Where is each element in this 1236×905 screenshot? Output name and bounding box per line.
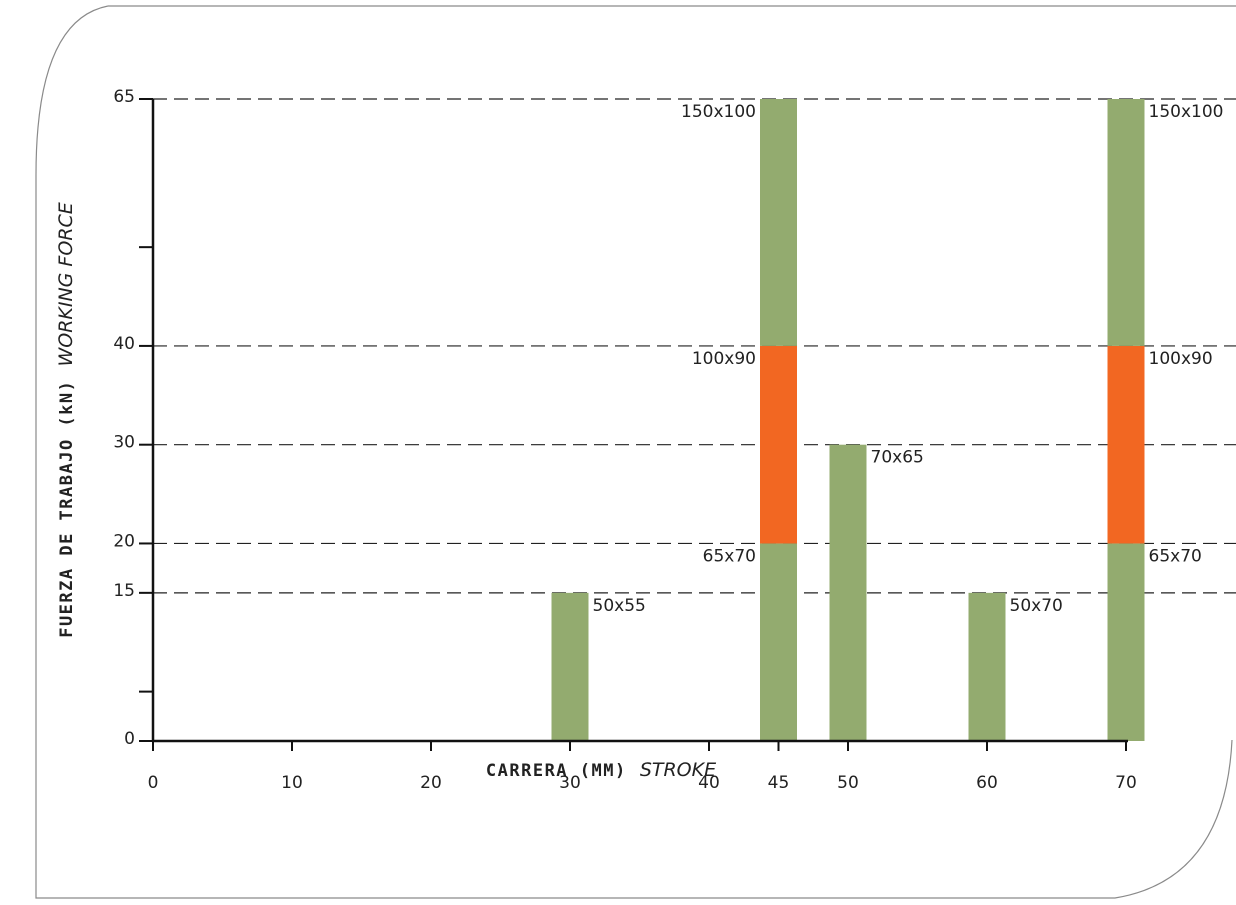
- y-axis-title-en: WORKING FORCE: [55, 202, 77, 366]
- x-axis-title: CARRERA (MM) STROKE: [486, 759, 716, 781]
- bar-label-65x70: 65x70: [1149, 546, 1202, 566]
- x-tick-label-40: 40: [698, 773, 720, 793]
- bar-label-50x70: 50x70: [1010, 596, 1063, 616]
- bar-segment-x60-0-15: [968, 592, 1006, 741]
- x-tick-label-70: 70: [1115, 773, 1137, 793]
- bar-segment-x45-0-20: [760, 543, 797, 741]
- bar-label-70x65: 70x65: [871, 448, 924, 468]
- x-axis-title-es: CARRERA (MM): [486, 761, 627, 781]
- y-tick-label-15: 15: [113, 581, 135, 601]
- bar-label-50x55: 50x55: [593, 596, 646, 616]
- bar-label-150x100: 150x100: [681, 102, 756, 122]
- card-frame: [35, 5, 1236, 899]
- bar-label-65x70: 65x70: [703, 546, 756, 566]
- bar-segment-x50-0-30: [829, 444, 867, 741]
- labels: 50x55 65x70 100x90 150x100 70x65 50x70 65x70 10…: [113, 87, 1223, 793]
- bar-segment-x45-20-40: [760, 345, 797, 544]
- y-axis-title: FUERZA DE TRABAJO (kN) WORKING FORCE: [55, 202, 77, 638]
- x-tick-label-0: 0: [148, 773, 159, 793]
- x-axis-title-en: STROKE: [640, 759, 716, 781]
- y-tick-label-30: 30: [113, 433, 135, 453]
- y-axis-title-es: FUERZA DE TRABAJO (kN): [57, 380, 77, 638]
- x-tick-label-20: 20: [420, 773, 442, 793]
- bar-label-150x100: 150x100: [1149, 102, 1224, 122]
- x-tick-label-30: 30: [559, 773, 581, 793]
- bar-segment-x30-0-15: [551, 592, 589, 741]
- y-tick-label-40: 40: [113, 334, 135, 354]
- gridlines: [153, 98, 1236, 594]
- y-tick-label-20: 20: [113, 531, 135, 551]
- bar-label-100x90: 100x90: [692, 349, 756, 369]
- x-tick-label-60: 60: [976, 773, 998, 793]
- bar-segment-x70-20-40: [1107, 345, 1145, 544]
- bar-segment-x70-40-65: [1107, 99, 1145, 346]
- bar-label-100x90: 100x90: [1149, 349, 1213, 369]
- axes: [139, 98, 1128, 751]
- y-tick-label-65: 65: [113, 87, 135, 107]
- bar-segment-x70-0-20: [1107, 543, 1145, 741]
- bars: [551, 99, 1145, 741]
- x-tick-label-45: 45: [768, 773, 790, 793]
- y-tick-label-0: 0: [124, 729, 135, 749]
- x-tick-label-50: 50: [837, 773, 859, 793]
- bar-segment-x45-40-65: [760, 99, 797, 346]
- x-tick-label-10: 10: [281, 773, 303, 793]
